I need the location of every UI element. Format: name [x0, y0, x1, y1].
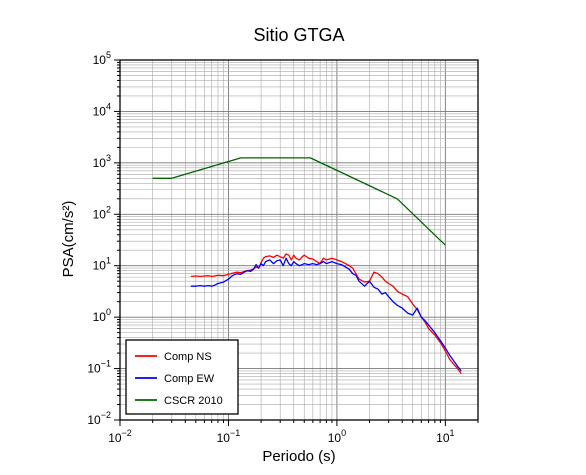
grid: [119, 60, 479, 421]
x-tick-label: 10−2: [108, 428, 132, 445]
y-tick-label: 10−1: [87, 359, 111, 376]
y-tick-label: 10−2: [87, 410, 111, 427]
legend-label: Comp EW: [164, 373, 215, 385]
series-line-3: [152, 157, 446, 246]
x-tick-label: 101: [436, 428, 454, 445]
x-tick-label: 100: [328, 428, 346, 445]
legend-label: Comp NS: [164, 351, 212, 363]
series-layer: [152, 157, 462, 374]
axes: [114, 59, 479, 426]
series-line-1: [190, 253, 462, 374]
legend-label: CSCR 2010: [164, 395, 223, 407]
series-line-2: [190, 257, 462, 372]
y-tick-labels: 10−2 10−1 100 101 102 103 104 105: [87, 50, 111, 427]
y-tick-label: 101: [93, 256, 111, 273]
plot-frame: [119, 59, 479, 421]
chart-title: Sitio GTGA: [253, 25, 344, 45]
x-axis-label: Periodo (s): [262, 448, 335, 465]
legend: Comp NS Comp EW CSCR 2010: [125, 339, 239, 415]
y-axis-label: PSA(cm/s²): [60, 201, 77, 278]
y-tick-label: 104: [93, 101, 111, 118]
x-tick-labels: 10−2 10−1 100 101: [108, 428, 454, 445]
legend-box: [125, 339, 239, 415]
y-tick-label: 102: [93, 204, 111, 221]
y-tick-label: 103: [93, 153, 111, 170]
y-tick-label: 100: [93, 307, 111, 324]
y-tick-label: 105: [93, 50, 111, 67]
x-tick-label: 10−1: [217, 428, 241, 445]
